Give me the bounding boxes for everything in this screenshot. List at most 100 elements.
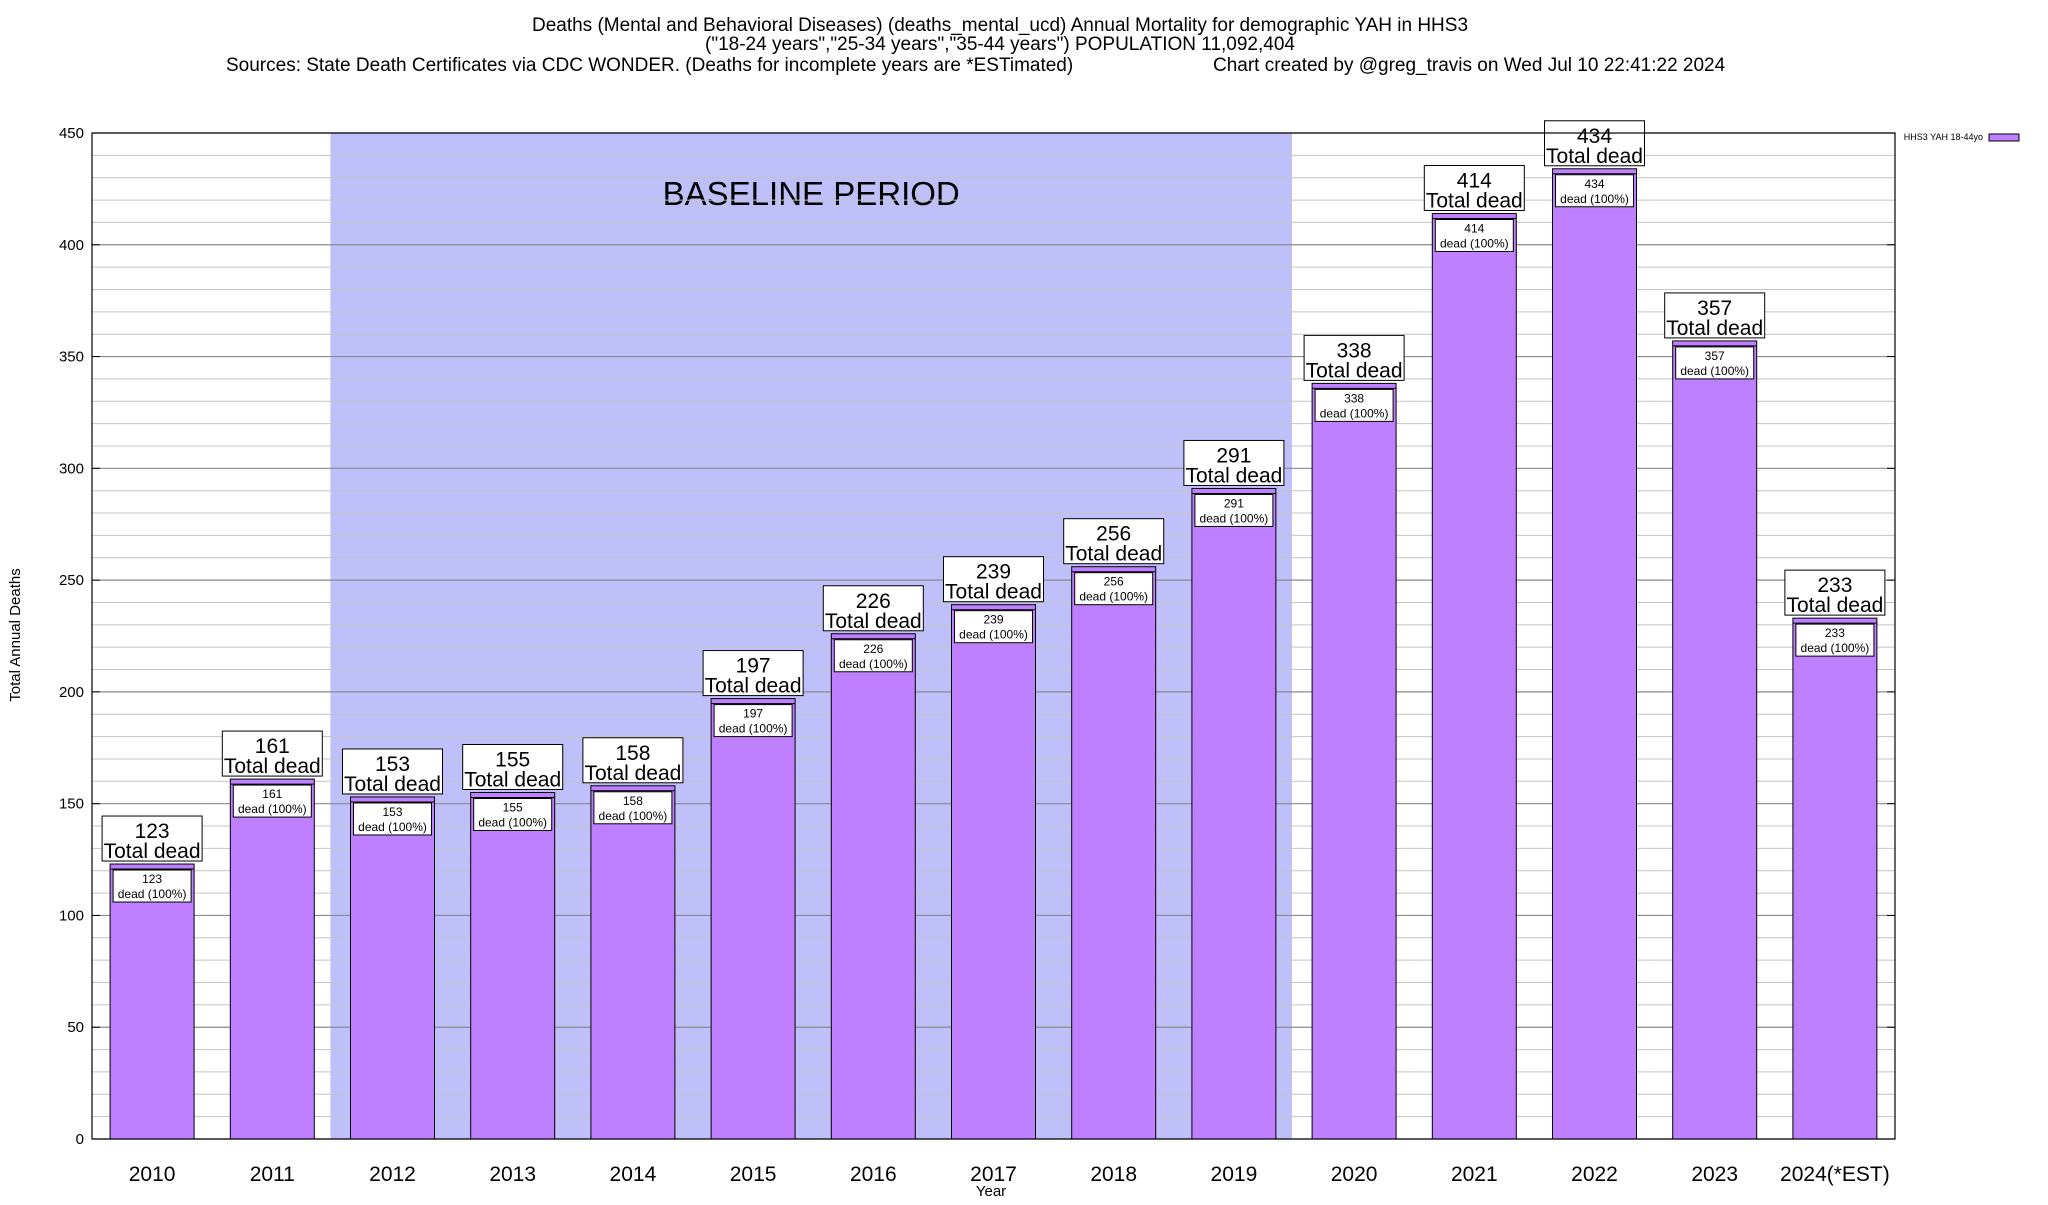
x-tick-label: 2015 <box>730 1163 777 1186</box>
total-text-label: Total dead <box>705 675 802 698</box>
x-axis-title: Year <box>976 1183 1006 1200</box>
total-label-box <box>1063 518 1165 565</box>
total-label-box <box>462 743 564 790</box>
segment-label-box <box>473 797 553 831</box>
total-value-label: 414 <box>1457 169 1492 192</box>
total-value-label: 197 <box>736 655 771 678</box>
total-text-label: Total dead <box>1306 359 1403 382</box>
segment-percent-label: dead (100%) <box>1440 236 1509 250</box>
total-value-label: 226 <box>856 590 891 613</box>
bar <box>1552 168 1637 1140</box>
bar <box>109 863 195 1140</box>
segment-value-label: 239 <box>983 613 1003 627</box>
bar <box>470 791 556 1140</box>
total-value-label: 155 <box>495 748 530 771</box>
segment-percent-label: dead (100%) <box>1560 192 1629 206</box>
segment-value-label: 153 <box>382 805 402 819</box>
total-text-label: Total dead <box>1786 594 1883 617</box>
total-text-label: Total dead <box>825 610 922 633</box>
bar <box>1792 617 1878 1140</box>
bar <box>710 698 796 1140</box>
total-text-label: Total dead <box>224 755 321 778</box>
segment-percent-label: dead (100%) <box>358 820 427 834</box>
segment-value-label: 434 <box>1584 177 1604 191</box>
bar <box>1071 566 1157 1140</box>
total-value-label: 158 <box>615 742 650 765</box>
total-text-label: Total dead <box>584 762 681 785</box>
segment-percent-label: dead (100%) <box>959 628 1028 642</box>
segment-label-box <box>1675 346 1755 380</box>
x-tick-label: 2016 <box>850 1163 897 1186</box>
segment-value-label: 357 <box>1705 349 1725 363</box>
bar <box>350 796 435 1140</box>
segment-percent-label: dead (100%) <box>599 809 668 823</box>
segment-label-box <box>1074 572 1154 606</box>
x-tick-label: 2023 <box>1691 1163 1738 1186</box>
segment-percent-label: dead (100%) <box>1079 590 1148 604</box>
total-label-box <box>1423 164 1525 211</box>
total-text-label: Total dead <box>344 773 441 796</box>
y-tick-label: 200 <box>59 684 84 701</box>
y-tick-label: 450 <box>59 125 84 142</box>
x-tick-label: 2024(*EST) <box>1780 1163 1890 1186</box>
total-label-box <box>342 748 443 795</box>
x-tick-label: 2018 <box>1090 1163 1137 1186</box>
x-tick-label: 2022 <box>1571 1163 1618 1186</box>
total-value-label: 357 <box>1697 297 1732 320</box>
total-label-box <box>582 737 684 784</box>
total-label-box <box>702 650 804 697</box>
segment-value-label: 226 <box>863 642 883 656</box>
segment-label-box <box>1795 623 1875 657</box>
bar <box>229 778 315 1140</box>
x-tick-label: 2013 <box>489 1163 536 1186</box>
y-tick-label: 250 <box>59 572 84 589</box>
y-tick-label: 0 <box>76 1131 84 1148</box>
segment-label-box <box>353 802 432 836</box>
bar <box>1311 382 1397 1140</box>
total-text-label: Total dead <box>104 840 201 863</box>
bar <box>1191 487 1277 1140</box>
bar <box>830 633 916 1140</box>
axis-layer: 0 50 100 150 200 250 300 350 400 450 2010 2011 2012 2… <box>59 125 1896 1186</box>
y-tick-label: 350 <box>59 349 84 366</box>
x-tick-label: 2011 <box>250 1163 295 1186</box>
total-value-label: 153 <box>375 753 410 776</box>
total-text-label: Total dead <box>1185 464 1282 487</box>
segment-value-label: 197 <box>743 707 763 721</box>
total-text-label: Total dead <box>1666 317 1763 340</box>
segment-percent-label: dead (100%) <box>118 887 187 901</box>
x-tick-label: 2019 <box>1211 1163 1258 1186</box>
y-tick-label: 100 <box>59 907 84 924</box>
bar <box>1672 340 1758 1140</box>
total-text-label: Total dead <box>1065 543 1162 566</box>
x-tick-label: 2017 <box>970 1163 1017 1186</box>
segment-value-label: 233 <box>1825 626 1845 640</box>
total-label-box <box>822 585 924 632</box>
segment-label-box <box>954 610 1033 644</box>
bar <box>951 604 1036 1140</box>
total-label-box <box>1664 292 1766 339</box>
total-label-box <box>1544 120 1645 167</box>
total-text-label: Total dead <box>1546 145 1643 168</box>
legend-label: HHS3 YAH 18-44yo <box>1904 132 1983 142</box>
chart-title-line-3: Sources: State Death Certificates via CD… <box>226 55 1073 76</box>
plot-frame <box>91 132 1896 1140</box>
segment-percent-label: dead (100%) <box>1320 406 1389 420</box>
x-tick-label: 2020 <box>1331 1163 1378 1186</box>
chart-title-line-4: Chart created by @greg_travis on Wed Jul… <box>1213 55 1726 76</box>
total-value-label: 123 <box>135 820 170 843</box>
total-value-label: 233 <box>1817 574 1852 597</box>
segment-label-box <box>1194 493 1274 527</box>
segment-value-label: 155 <box>503 800 523 814</box>
total-label-box <box>943 556 1044 603</box>
total-label-box <box>101 815 203 862</box>
y-tick-label: 300 <box>59 460 84 477</box>
x-tick-label: 2010 <box>129 1163 176 1186</box>
segment-percent-label: dead (100%) <box>1200 511 1269 525</box>
segment-value-label: 158 <box>623 794 643 808</box>
segment-percent-label: dead (100%) <box>1801 641 1870 655</box>
total-value-label: 434 <box>1577 125 1612 148</box>
segment-label-box <box>232 784 312 818</box>
